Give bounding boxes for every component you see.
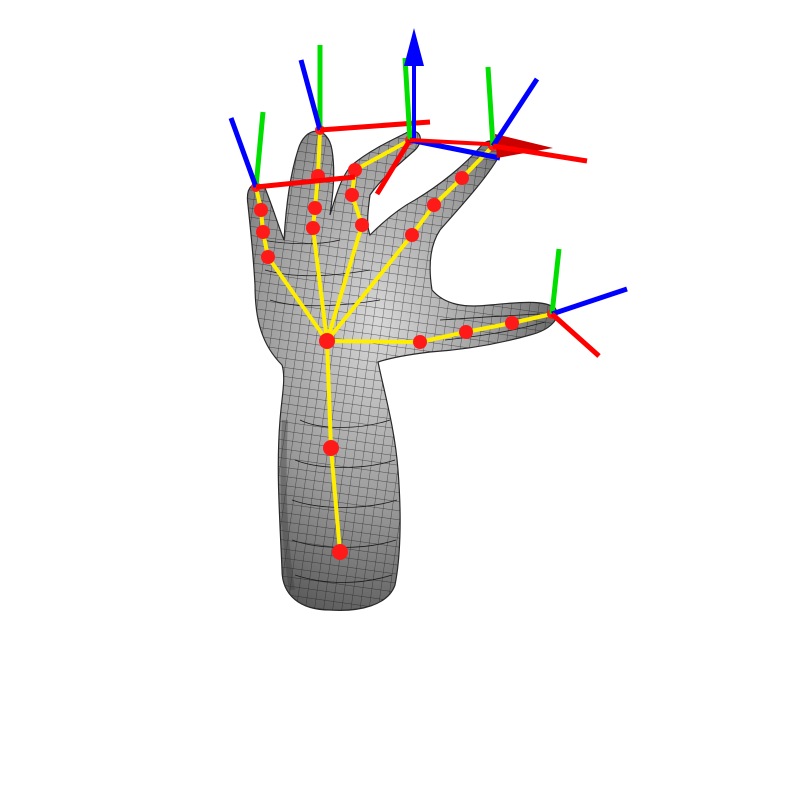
joint-index-3: [455, 171, 469, 185]
frame-middle-tip: [374, 28, 553, 196]
joint-thumb-2: [459, 325, 473, 339]
joint-middle-3: [348, 163, 362, 177]
joint-middle-1: [355, 218, 369, 232]
z-axis-arrowhead: [404, 28, 424, 66]
joint-index-1: [405, 228, 419, 242]
x-axis-arrowhead: [495, 134, 553, 158]
joint-forearm: [323, 440, 339, 456]
frame-thumb-tip: [549, 248, 628, 358]
coordinate-frames: [228, 28, 628, 358]
skeleton-joints: [251, 125, 557, 560]
frame-index-tip: [485, 66, 588, 164]
joint-middle-2: [345, 188, 359, 202]
joint-ring-2: [308, 201, 322, 215]
joint-palm: [319, 333, 335, 349]
frame-little-tip: [228, 111, 356, 190]
joint-wrist: [332, 544, 348, 560]
joint-little-2: [256, 225, 270, 239]
joint-ring-1: [306, 221, 320, 235]
frame-ring-tip: [298, 45, 431, 133]
joint-index-2: [427, 198, 441, 212]
joint-thumb-1: [413, 335, 427, 349]
joint-little-3: [254, 203, 268, 217]
joint-little-1: [261, 250, 275, 264]
joint-thumb-3: [505, 316, 519, 330]
